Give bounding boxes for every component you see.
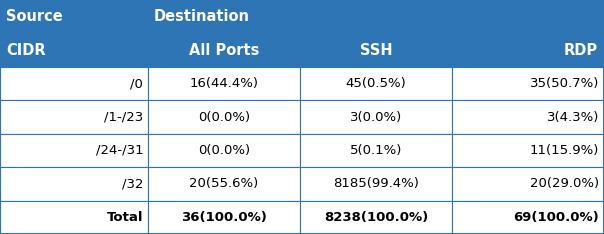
Bar [148,33,300,67]
Text: /32: /32 [122,177,143,190]
Text: 8185(99.4%): 8185(99.4%) [333,177,419,190]
Bar [452,100,604,134]
Bar [148,0,604,33]
Text: /1-/23: /1-/23 [104,110,143,124]
Bar [148,201,300,234]
Bar [452,167,604,201]
Text: 45(0.5%): 45(0.5%) [345,77,406,90]
Bar [452,33,604,67]
Bar [0,134,148,167]
Text: /0: /0 [130,77,143,90]
Text: 20(55.6%): 20(55.6%) [190,177,259,190]
Text: Total: Total [107,211,143,224]
Text: /24-/31: /24-/31 [95,144,143,157]
Text: SSH: SSH [360,43,393,58]
Text: 0(0.0%): 0(0.0%) [198,110,250,124]
Bar [0,100,148,134]
Text: 16(44.4%): 16(44.4%) [190,77,259,90]
Text: 11(15.9%): 11(15.9%) [530,144,599,157]
Text: 3(0.0%): 3(0.0%) [350,110,402,124]
Bar [452,134,604,167]
Text: CIDR: CIDR [6,43,45,58]
Bar [148,134,300,167]
Text: Destination: Destination [154,9,250,24]
Bar [0,167,148,201]
Bar [300,134,452,167]
Bar [0,201,148,234]
Text: Source: Source [6,9,63,24]
Bar [300,33,452,67]
Text: 69(100.0%): 69(100.0%) [513,211,599,224]
Text: 3(4.3%): 3(4.3%) [547,110,599,124]
Bar [0,0,148,33]
Bar [148,167,300,201]
Text: 8238(100.0%): 8238(100.0%) [324,211,428,224]
Bar [300,167,452,201]
Bar [452,67,604,100]
Bar [0,33,148,67]
Text: All Ports: All Ports [189,43,259,58]
Bar [452,201,604,234]
Bar [0,67,148,100]
Bar [300,100,452,134]
Text: RDP: RDP [564,43,598,58]
Bar [300,201,452,234]
Text: 5(0.1%): 5(0.1%) [350,144,402,157]
Text: 35(50.7%): 35(50.7%) [530,77,599,90]
Text: 0(0.0%): 0(0.0%) [198,144,250,157]
Bar [300,67,452,100]
Bar [148,67,300,100]
Text: 36(100.0%): 36(100.0%) [181,211,267,224]
Bar [148,100,300,134]
Text: 20(29.0%): 20(29.0%) [530,177,599,190]
